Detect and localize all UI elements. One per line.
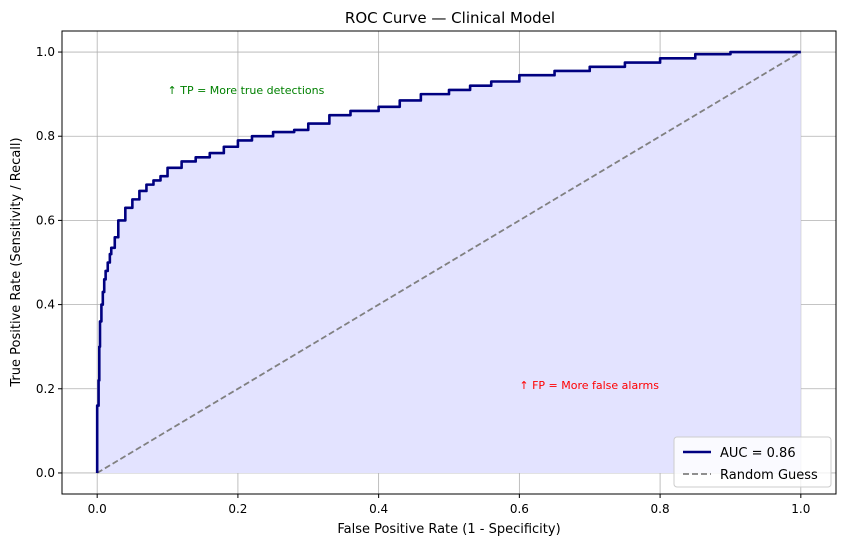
annotations: ↑ TP = More true detections ↑ FP = More … (168, 84, 660, 392)
x-tick-label: 0.6 (510, 502, 529, 516)
legend-label-random: Random Guess (720, 468, 818, 483)
x-axis-ticks: 0.0 0.2 0.4 0.6 0.8 1.0 (88, 494, 810, 516)
annotation-tp: ↑ TP = More true detections (168, 84, 325, 97)
chart-title: ROC Curve — Clinical Model (345, 9, 555, 27)
x-tick-label: 1.0 (791, 502, 810, 516)
x-axis-label: False Positive Rate (1 - Specificity) (337, 522, 560, 537)
random-guess-line (96, 51, 802, 474)
y-tick-label: 0.0 (36, 466, 55, 480)
x-tick-label: 0.4 (369, 502, 388, 516)
y-tick-label: 0.4 (36, 298, 55, 312)
plot-area (61, 30, 837, 495)
y-tick-label: 0.8 (36, 129, 55, 143)
x-tick-label: 0.2 (228, 502, 247, 516)
y-tick-label: 0.6 (36, 213, 55, 227)
legend: AUC = 0.86 Random Guess (673, 436, 832, 488)
y-axis-label: True Positive Rate (Sensitivity / Recall… (9, 137, 24, 387)
annotation-fp: ↑ FP = More false alarms (519, 379, 659, 392)
legend-label-roc: AUC = 0.86 (720, 446, 796, 461)
y-tick-label: 0.2 (36, 382, 55, 396)
x-tick-label: 0.0 (88, 502, 107, 516)
x-tick-label: 0.8 (651, 502, 670, 516)
y-axis-ticks: 0.0 0.2 0.4 0.6 0.8 1.0 (36, 45, 62, 480)
y-tick-label: 1.0 (36, 45, 55, 59)
roc-curve-line (95, 50, 801, 473)
legend-box (673, 436, 832, 488)
plot-frame (61, 30, 837, 495)
